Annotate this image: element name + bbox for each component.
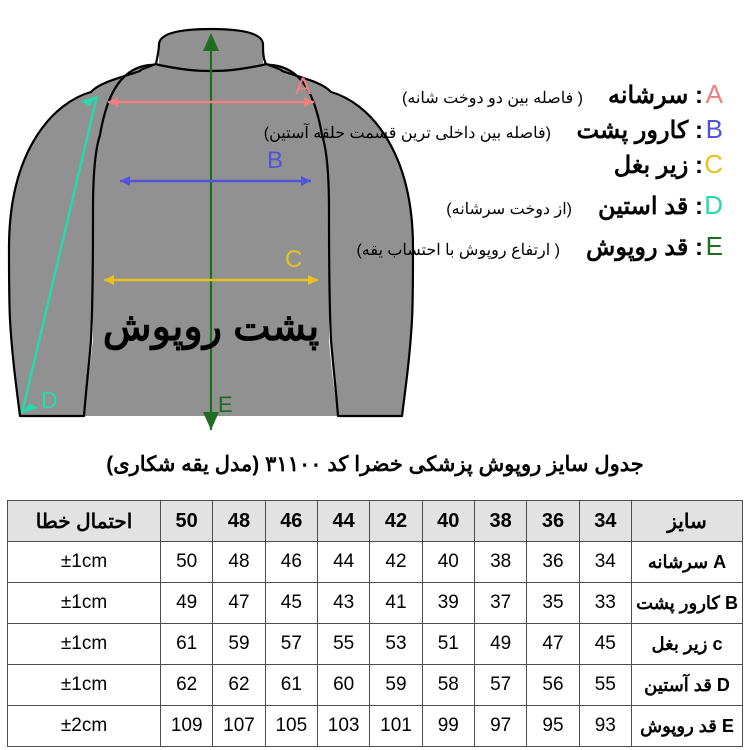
svg-text:A: A bbox=[706, 79, 724, 109]
svg-text:قد استین :: قد استین : bbox=[598, 193, 703, 221]
svg-text:C: C bbox=[704, 149, 723, 179]
svg-text:D: D bbox=[704, 190, 723, 220]
svg-text:D: D bbox=[41, 387, 58, 413]
svg-text:پشت روپوش: پشت روپوش bbox=[103, 305, 319, 351]
svg-text:B: B bbox=[267, 147, 283, 174]
svg-text:زیر بغل :: زیر بغل : bbox=[614, 152, 703, 180]
svg-text:قد روپوش :: قد روپوش : bbox=[586, 234, 703, 262]
svg-text:C: C bbox=[285, 246, 302, 273]
svg-text:سرشانه :: سرشانه : bbox=[608, 82, 703, 110]
svg-text:B: B bbox=[706, 114, 723, 144]
svg-text:E: E bbox=[218, 392, 233, 417]
svg-text:E: E bbox=[706, 231, 723, 261]
svg-text:(فاصله بین دو دوخت شانه ): (فاصله بین دو دوخت شانه ) bbox=[402, 90, 583, 107]
svg-text:(ارتفاع روپوش با احتساب یقه ): (ارتفاع روپوش با احتساب یقه ) bbox=[356, 242, 560, 259]
svg-text:A: A bbox=[295, 73, 311, 100]
svg-text:(از دوخت سرشانه): (از دوخت سرشانه) bbox=[446, 201, 572, 218]
svg-text:کارور پشت :: کارور پشت : bbox=[576, 117, 703, 145]
svg-text:(فاصله بین داخلی ترین قسمت حلق: (فاصله بین داخلی ترین قسمت حلقه آستین) bbox=[264, 122, 551, 142]
